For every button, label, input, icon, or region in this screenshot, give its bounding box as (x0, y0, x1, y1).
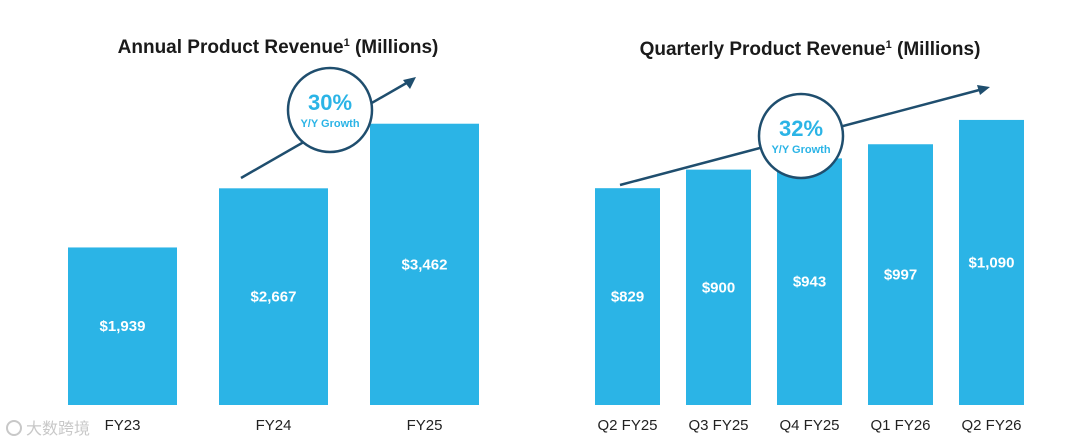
quarterly-growth-annotation: 32% Y/Y Growth (619, 85, 990, 187)
annual-bars: $1,939 FY23 $2,667 FY24 $3,462 FY25 (68, 123, 479, 434)
annual-bar-fy25 (370, 123, 479, 406)
annual-growth-annotation: 30% Y/Y Growth (240, 66, 416, 180)
annual-bar-fy24 (219, 188, 328, 405)
annual-bar-value-label: $1,939 (100, 318, 146, 335)
quarterly-bar-value-label: $943 (793, 274, 826, 291)
annual-growth-label: Y/Y Growth (300, 118, 359, 130)
quarterly-category-label: Q1 FY26 (870, 417, 930, 434)
watermark-text: 大数跨境 (26, 419, 90, 438)
annual-bar-value-label: $2,667 (251, 289, 297, 306)
quarterly-bar-q2-fy25 (595, 188, 660, 405)
annual-category-label: FY24 (256, 417, 292, 434)
quarterly-bar-value-label: $1,090 (969, 254, 1015, 271)
annual-revenue-chart: Annual Product Revenue1 (Millions) $1,93… (68, 37, 479, 434)
quarterly-bar-value-label: $829 (611, 289, 644, 306)
quarterly-growth-circle (757, 92, 845, 180)
quarterly-bar-value-label: $997 (884, 267, 917, 284)
annual-category-label: FY23 (105, 417, 141, 434)
annual-bar-value-label: $3,462 (402, 256, 448, 273)
watermark-logo-icon (6, 420, 22, 436)
quarterly-bar-q3-fy25 (686, 169, 751, 405)
quarterly-growth-arrowhead (977, 85, 990, 95)
quarterly-bar-q1-fy26 (868, 144, 933, 405)
annual-chart-title: Annual Product Revenue1 (Millions) (118, 37, 439, 58)
quarterly-chart-title: Quarterly Product Revenue1 (Millions) (640, 39, 981, 60)
annual-bar-fy23 (68, 247, 177, 405)
quarterly-category-label: Q4 FY25 (779, 417, 839, 434)
annual-category-label: FY25 (407, 417, 443, 434)
quarterly-bar-value-label: $900 (702, 279, 735, 296)
watermark: 大数跨境 (6, 419, 90, 438)
annual-growth-circle (286, 66, 374, 154)
quarterly-growth-value: 32% (779, 116, 823, 141)
annual-growth-arrowhead (403, 77, 416, 89)
quarterly-growth-label: Y/Y Growth (771, 144, 830, 156)
quarterly-bars: $829 Q2 FY25 $900 Q3 FY25 $943 Q4 FY25 $997 Q1 … (595, 119, 1024, 434)
quarterly-revenue-chart: Quarterly Product Revenue1 (Millions) $8… (595, 39, 1024, 434)
quarterly-bar-q2-fy26 (959, 119, 1024, 405)
quarterly-category-label: Q2 FY25 (597, 417, 657, 434)
quarterly-category-label: Q3 FY25 (688, 417, 748, 434)
quarterly-bar-q4-fy25 (777, 158, 842, 405)
quarterly-category-label: Q2 FY26 (961, 417, 1021, 434)
annual-growth-value: 30% (308, 90, 352, 115)
